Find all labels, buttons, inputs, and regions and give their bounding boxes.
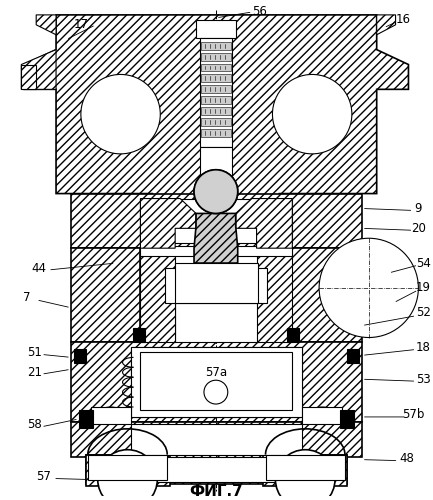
Circle shape (194, 170, 238, 214)
Bar (201, 86, 231, 94)
Bar (200, 147, 232, 199)
Text: 57a: 57a (205, 366, 227, 379)
Text: 20: 20 (411, 222, 426, 235)
Text: 9: 9 (415, 202, 422, 215)
Bar (140, 198, 292, 243)
Bar (201, 96, 231, 104)
Text: 18: 18 (416, 341, 431, 354)
Circle shape (98, 450, 157, 500)
Bar (201, 129, 231, 137)
Polygon shape (236, 198, 292, 248)
Bar (130, 348, 302, 417)
Polygon shape (24, 15, 408, 208)
Bar (79, 410, 93, 428)
Text: 19: 19 (416, 282, 431, 294)
Bar (196, 20, 236, 38)
Bar (175, 263, 258, 303)
Polygon shape (86, 454, 170, 486)
Bar (130, 456, 302, 482)
Circle shape (272, 74, 352, 154)
Bar (130, 424, 302, 454)
Bar (292, 248, 362, 342)
Text: 48: 48 (399, 452, 414, 465)
Bar (201, 118, 231, 126)
Text: 44: 44 (32, 262, 47, 274)
Polygon shape (140, 198, 196, 248)
Bar (288, 328, 299, 342)
Text: 57b: 57b (402, 408, 425, 422)
Circle shape (319, 238, 418, 338)
Text: 7: 7 (23, 292, 30, 304)
Text: 56: 56 (252, 6, 267, 18)
Text: 54: 54 (416, 256, 431, 270)
Bar (71, 248, 140, 342)
Bar (200, 38, 232, 147)
Bar (302, 407, 342, 424)
Text: ФИГ.7: ФИГ.7 (189, 484, 243, 499)
Polygon shape (257, 253, 292, 342)
Bar (201, 64, 231, 72)
Bar (74, 350, 86, 364)
Text: 17: 17 (73, 18, 88, 32)
Bar (130, 348, 302, 417)
Polygon shape (21, 50, 56, 90)
Polygon shape (21, 64, 36, 90)
Bar (347, 350, 359, 364)
Bar (71, 422, 362, 456)
Text: 57: 57 (36, 470, 51, 483)
Bar (86, 454, 347, 484)
Text: 52: 52 (416, 306, 431, 319)
Text: 53: 53 (416, 372, 431, 386)
Bar (340, 410, 354, 428)
Polygon shape (194, 214, 238, 263)
Polygon shape (140, 253, 175, 342)
Bar (91, 407, 130, 424)
Bar (201, 52, 231, 60)
Bar (88, 454, 167, 480)
Text: 16: 16 (396, 14, 411, 26)
Bar (140, 246, 292, 256)
Bar (140, 352, 292, 410)
Bar (265, 454, 345, 480)
Polygon shape (36, 15, 56, 34)
Bar (201, 74, 231, 82)
Circle shape (81, 74, 160, 154)
Bar (201, 42, 231, 50)
Bar (71, 342, 362, 422)
Bar (201, 107, 231, 115)
Text: 21: 21 (27, 366, 42, 379)
Text: 51: 51 (27, 346, 42, 359)
Bar (175, 303, 258, 343)
Circle shape (275, 450, 335, 500)
Circle shape (194, 170, 238, 214)
Polygon shape (262, 454, 347, 486)
Bar (71, 194, 362, 248)
Circle shape (204, 380, 228, 404)
Bar (133, 328, 145, 342)
Text: 58: 58 (27, 418, 42, 432)
Polygon shape (377, 15, 396, 34)
